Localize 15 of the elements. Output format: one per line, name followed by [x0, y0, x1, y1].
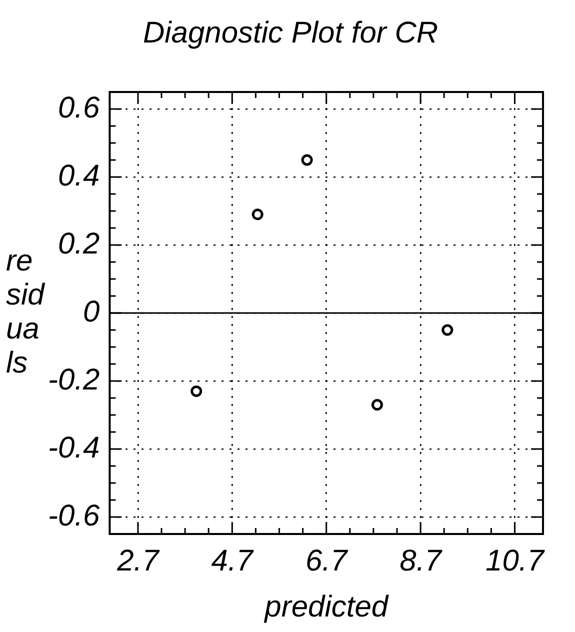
- y-axis-title: residuals: [6, 244, 46, 380]
- y-tick-label: 0.6: [58, 91, 100, 124]
- x-tick-label: 6.7: [305, 544, 349, 578]
- x-tick-label: 8.7: [400, 544, 443, 578]
- y-tick-label: -0.4: [48, 431, 100, 464]
- y-tick-label: 0: [83, 295, 100, 328]
- y-tick-label: -0.2: [48, 363, 100, 396]
- x-axis-title: predicted: [264, 590, 390, 624]
- y-tick-label: -0.6: [48, 499, 100, 532]
- x-tick-label: 2.7: [116, 544, 160, 578]
- x-tick-label: 4.7: [211, 544, 254, 578]
- x-tick-label: 10.7: [486, 544, 546, 578]
- chart-title: Diagnostic Plot for CR: [142, 16, 438, 50]
- y-tick-label: 0.4: [58, 159, 100, 192]
- y-tick-label: 0.2: [58, 227, 100, 260]
